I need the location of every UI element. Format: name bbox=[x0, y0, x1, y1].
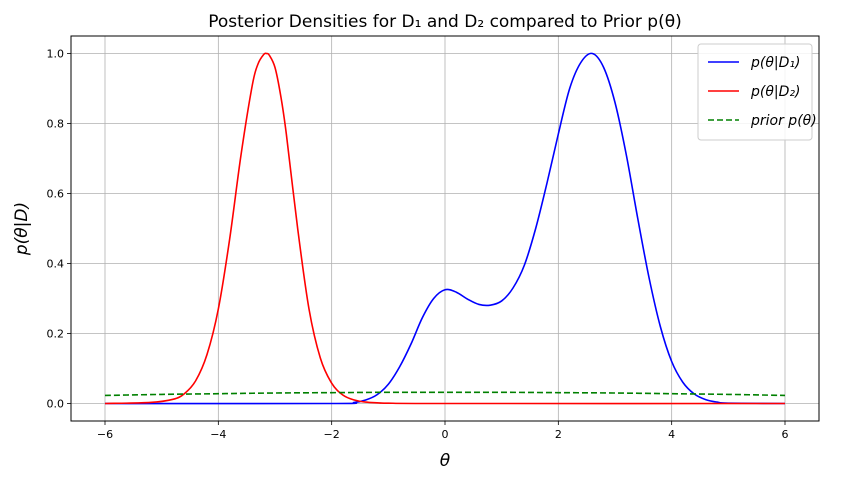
x-tick-label: −6 bbox=[97, 428, 113, 441]
y-tick-label: 0.4 bbox=[47, 258, 65, 271]
x-tick-label: 2 bbox=[555, 428, 562, 441]
legend-label: p(θ|D₂) bbox=[750, 84, 801, 100]
y-tick-label: 0.8 bbox=[47, 118, 65, 131]
series-line-2 bbox=[104, 52, 786, 405]
legend-box bbox=[697, 43, 813, 141]
x-tick-label: 4 bbox=[668, 428, 675, 441]
axis-ticks: −6 −4 −2 0 2 4 6 0.0 0.2 0.4 0.6 0.8 1.0 bbox=[47, 48, 789, 442]
y-tick-label: 0.6 bbox=[47, 188, 65, 201]
legend-label: p(θ|D₁) bbox=[750, 55, 801, 71]
y-tick-label: 1.0 bbox=[47, 48, 65, 61]
legend: p(θ|D₁) p(θ|D₂) prior p(θ) bbox=[697, 43, 817, 141]
grid bbox=[71, 36, 819, 421]
y-tick-label: 0.0 bbox=[47, 398, 65, 411]
x-tick-label: 6 bbox=[782, 428, 789, 441]
legend-label: prior p(θ) bbox=[750, 113, 817, 129]
x-tick-label: −2 bbox=[324, 428, 340, 441]
x-tick-label: 0 bbox=[442, 428, 449, 441]
x-axis-title: θ bbox=[440, 451, 451, 471]
y-tick-label: 0.2 bbox=[47, 328, 65, 341]
series-line-3 bbox=[104, 391, 786, 397]
series-line-1 bbox=[104, 52, 786, 405]
plot-lines bbox=[104, 52, 786, 405]
chart-title: Posterior Densities for D₁ and D₂ compar… bbox=[208, 12, 682, 32]
x-tick-label: −4 bbox=[210, 428, 226, 441]
y-axis-title: p(θ|D) bbox=[12, 202, 32, 256]
